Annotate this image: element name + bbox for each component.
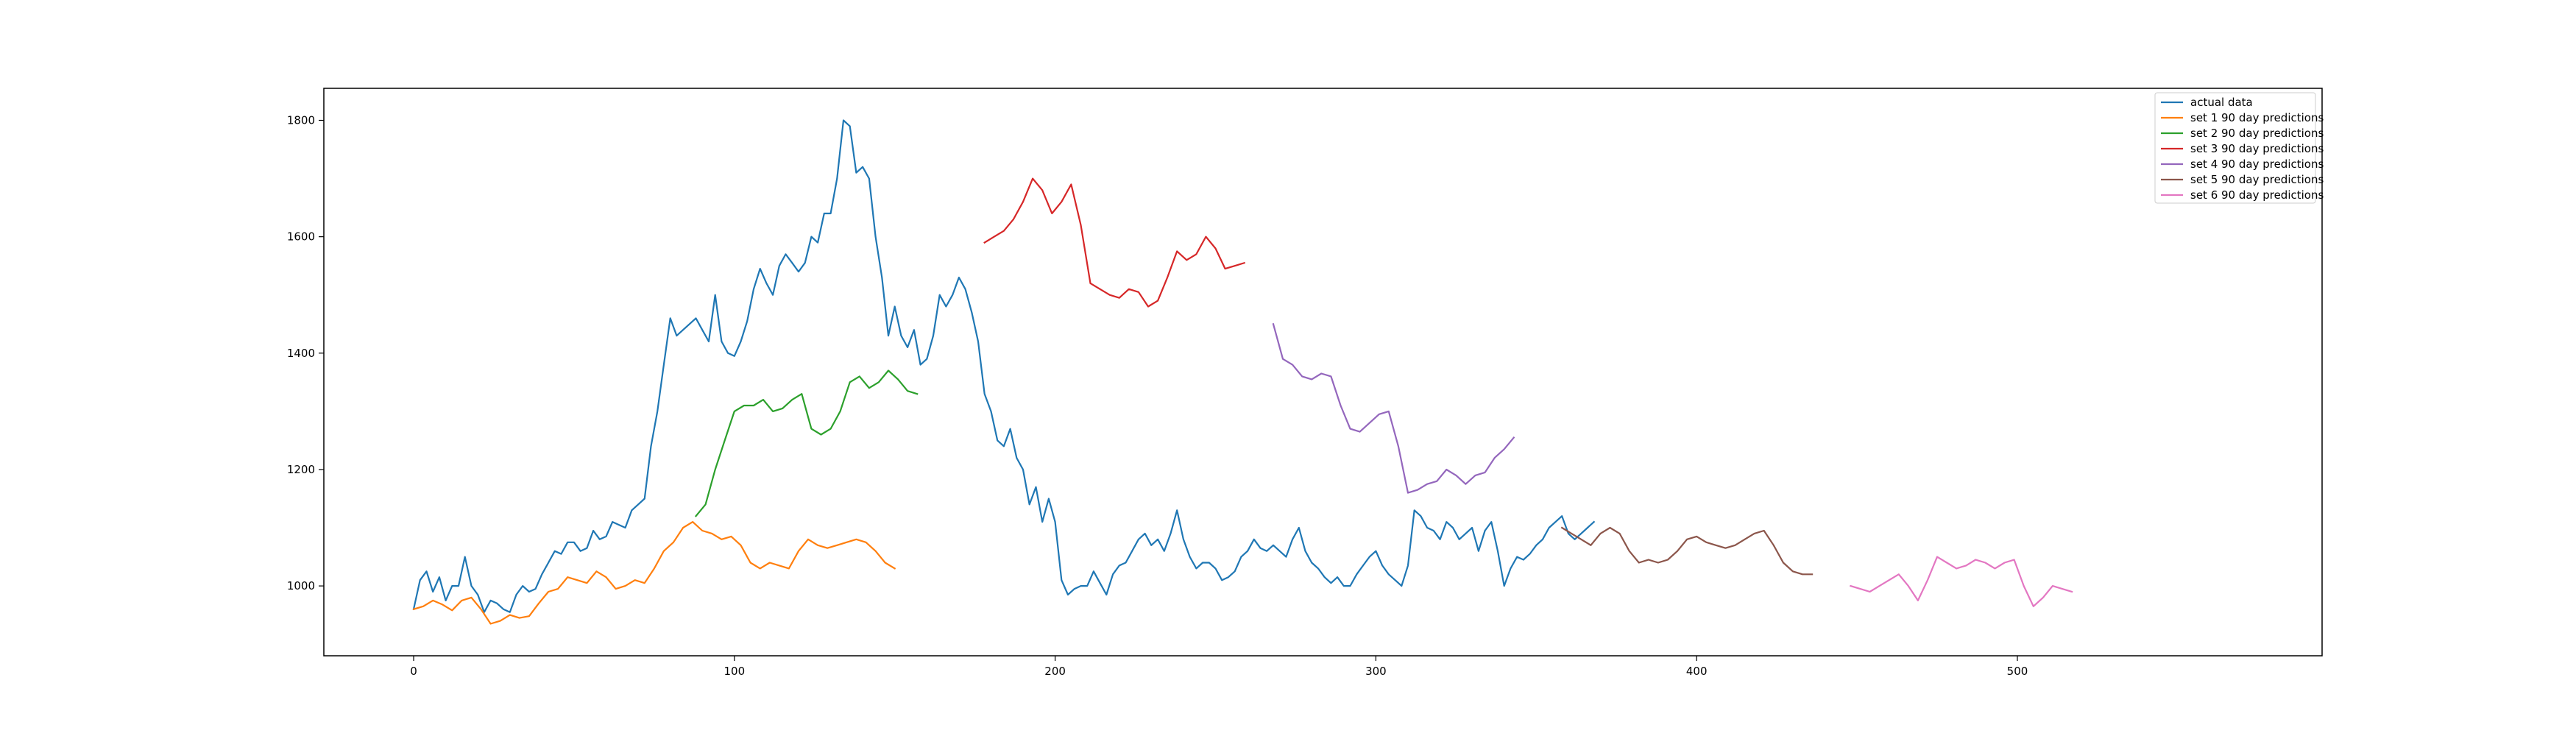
x-tick-label-1: 100 (723, 665, 745, 678)
series-line-2 (694, 369, 919, 517)
legend-label-3: set 3 90 day predictions (2190, 142, 2324, 155)
x-tick-label-4: 400 (1686, 665, 1708, 678)
legend-label-5: set 5 90 day predictions (2190, 173, 2324, 186)
legend-label-6: set 6 90 day predictions (2190, 188, 2324, 202)
legend: actual data set 1 90 day predictions set 2… (2154, 92, 2324, 204)
x-axis: 0 100 200 300 400 500 (410, 656, 2028, 678)
y-tick-label-1: 1200 (287, 463, 315, 476)
series-line-6 (1850, 556, 2073, 607)
x-tick-label-5: 500 (2007, 665, 2028, 678)
legend-label-2: set 2 90 day predictions (2190, 127, 2324, 140)
series-line-3 (983, 177, 1246, 308)
series-line-0 (412, 119, 1596, 613)
y-axis: 1000 1200 1400 1600 1800 (287, 113, 324, 592)
legend-label-1: set 1 90 day predictions (2190, 111, 2324, 124)
series-line-5 (1560, 526, 1814, 576)
series-line-1 (412, 520, 896, 625)
x-tick-label-3: 300 (1365, 665, 1387, 678)
y-tick-label-3: 1600 (287, 230, 315, 244)
x-tick-label-2: 200 (1044, 665, 1066, 678)
x-tick-label-0: 0 (410, 665, 417, 678)
y-tick-label-2: 1400 (287, 347, 315, 360)
plot-frame (323, 88, 2323, 657)
plot-lines (412, 119, 2073, 625)
legend-label-0: actual data (2190, 96, 2253, 109)
y-tick-label-0: 1000 (287, 579, 315, 592)
legend-label-4: set 4 90 day predictions (2190, 158, 2324, 171)
y-tick-label-4: 1800 (287, 113, 315, 127)
legend-frame (2154, 92, 2316, 204)
series-line-4 (1272, 322, 1515, 494)
